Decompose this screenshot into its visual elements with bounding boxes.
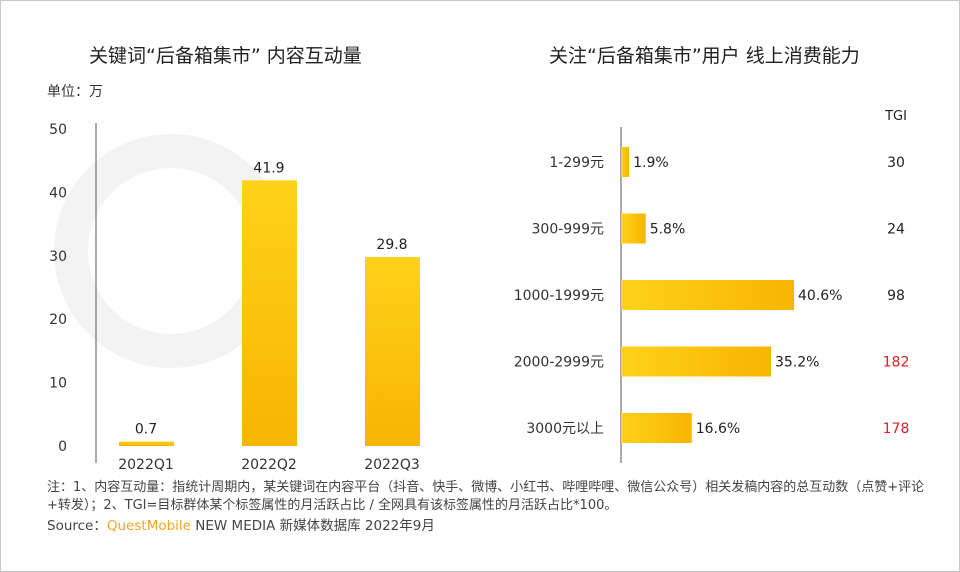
y-tick-label: 10 (49, 376, 67, 392)
source-text: NEW MEDIA 新媒体数据库 2022年9月 (190, 518, 435, 534)
tgi-header: TGI (884, 109, 907, 124)
tgi-value: 178 (883, 421, 910, 437)
bar-2022Q1 (119, 441, 174, 446)
data-label: 29.8 (376, 237, 407, 253)
y-tick-label: 40 (49, 185, 67, 201)
tgi-value: 24 (887, 222, 905, 238)
data-label: 5.8% (650, 222, 686, 238)
data-label: 41.9 (253, 160, 284, 176)
charts-svg: 0 10 20 30 40 50 0.7 2022Q1 41.9 2022Q2 29.8 2022Q3… (49, 109, 910, 473)
data-label: 40.6% (798, 288, 842, 304)
source-brand: QuestMobile (106, 518, 191, 534)
left-chart-title: 关键词“后备箱集市” 内容互动量 (89, 45, 362, 67)
bar-2000-2999元 (621, 346, 771, 377)
data-label: 1.9% (633, 155, 669, 171)
source-label: Source： (47, 518, 107, 534)
y-tick-label: 0 (58, 439, 67, 455)
category-label: 1000-1999元 (514, 288, 604, 304)
footer: 注：1、内容互动量：指统计周期内，某关键词在内容平台（抖音、快手、微博、小红书、… (47, 479, 937, 536)
y-tick-label: 50 (49, 122, 67, 138)
right-chart-title: 关注“后备箱集市”用户 线上消费能力 (549, 45, 860, 67)
bar-3000元以上 (621, 413, 692, 443)
tgi-value: 30 (887, 155, 905, 171)
x-tick-label: 2022Q2 (241, 457, 297, 473)
unit-label: 单位：万 (47, 84, 103, 100)
tgi-value: 182 (883, 355, 910, 371)
y-tick-label: 20 (49, 312, 67, 328)
x-tick-label: 2022Q1 (118, 457, 174, 473)
data-label: 0.7 (135, 422, 157, 438)
bar-300-999元 (621, 213, 646, 244)
data-label: 35.2% (775, 355, 819, 371)
tgi-value: 98 (887, 288, 905, 304)
bar-2022Q2 (242, 180, 297, 446)
data-label: 16.6% (696, 421, 740, 437)
category-label: 2000-2999元 (514, 355, 604, 371)
category-label: 300-999元 (532, 222, 605, 238)
x-tick-label: 2022Q3 (364, 457, 420, 473)
bar-1000-1999元 (621, 280, 794, 310)
bar-2022Q3 (365, 257, 420, 446)
footnote: 注：1、内容互动量：指统计周期内，某关键词在内容平台（抖音、快手、微博、小红书、… (47, 480, 925, 513)
y-tick-label: 30 (49, 249, 67, 265)
category-label: 3000元以上 (526, 421, 604, 437)
bar-1-299元 (621, 147, 630, 177)
category-label: 1-299元 (549, 155, 604, 171)
source-line: Source：QuestMobile NEW MEDIA 新媒体数据库 2022… (47, 517, 937, 536)
